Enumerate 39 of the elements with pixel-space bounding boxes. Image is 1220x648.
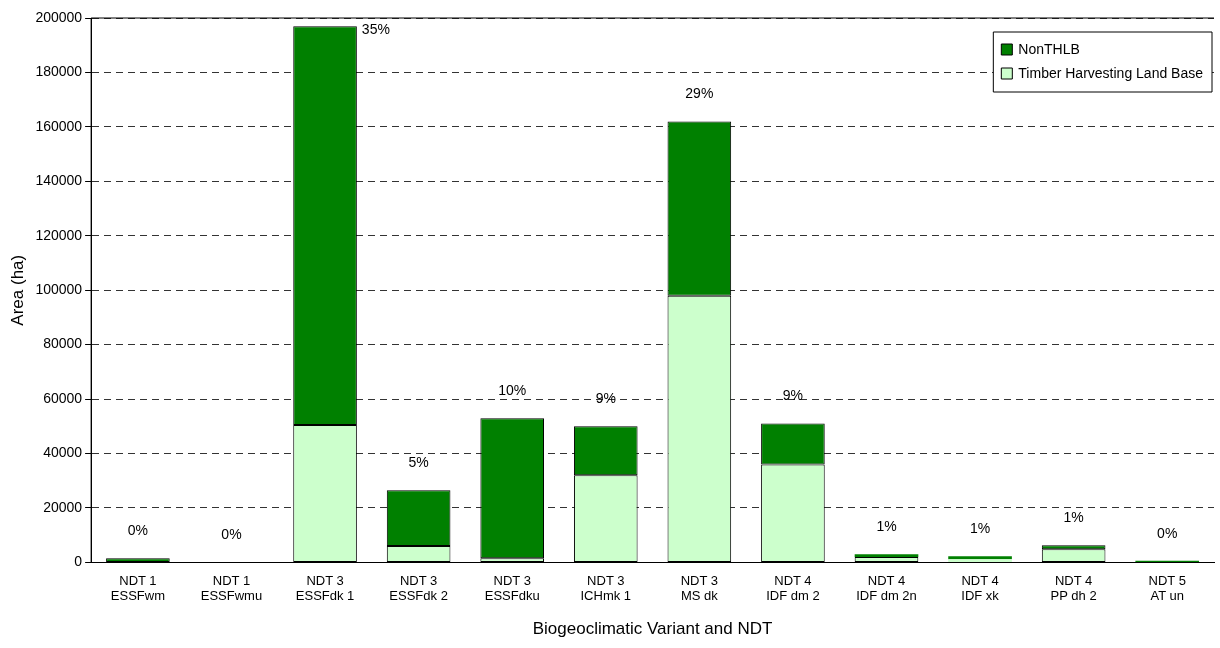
y-tick-label: 120000 (35, 226, 83, 243)
annotation: 9% (782, 387, 804, 404)
y-tick-label: 140000 (35, 172, 83, 189)
y-axis-title: Area (ha) (7, 254, 27, 326)
x-tick-label: NDT 3 ESSFdk 2 (389, 572, 448, 604)
x-tick-label: NDT 3 ICHmk 1 (580, 572, 632, 604)
annotation: 10% (498, 381, 527, 398)
bar (854, 554, 919, 557)
annotation: 0% (1157, 524, 1178, 541)
y-tick-label: 0 (74, 553, 83, 570)
y-tick-label: 160000 (35, 117, 83, 134)
x-tick-label: NDT 3 ESSFdk 1 (295, 572, 355, 604)
y-tick-label: 180000 (35, 63, 83, 80)
x-tick-label: NDT 4 IDF xk (961, 572, 1000, 604)
annotation: 1% (876, 518, 897, 535)
annotation: 1% (1063, 509, 1084, 526)
x-tick-label: NDT 1 ESSFwm (110, 572, 165, 604)
x-tick-label: NDT 4 PP dh 2 (1050, 572, 1097, 604)
annotation: 35% (361, 21, 390, 38)
annotation: 1% (969, 520, 991, 536)
x-axis-title: Biogeoclimatic Variant and NDT (532, 619, 773, 639)
y-tick-label: 80000 (43, 335, 83, 352)
y-tick-label: 60000 (43, 389, 83, 406)
legend-label: Timber Harvesting Land Base (1018, 64, 1204, 81)
y-tick-label: 40000 (43, 444, 83, 461)
x-tick-label: NDT 4 IDF dm 2 (766, 572, 820, 604)
y-tick-label: 20000 (43, 498, 83, 515)
annotation: 29% (685, 85, 714, 102)
x-tick-label: NDT 5 AT un (1148, 572, 1186, 604)
legend-label: NonTHLB (1018, 40, 1080, 57)
annotation: 0% (127, 522, 149, 539)
x-tick-label: NDT 3 MS dk (680, 572, 719, 604)
x-tick-label: NDT 3 ESSFdku (484, 572, 540, 604)
y-tick-label: 100000 (35, 281, 83, 298)
x-tick-label: NDT 4 IDF dm 2n (856, 572, 917, 604)
x-tick-label: NDT 1 ESSFwmu (200, 572, 263, 604)
annotation: 5% (408, 454, 429, 471)
annotation: 0% (221, 526, 242, 543)
y-tick-label: 200000 (35, 8, 83, 25)
